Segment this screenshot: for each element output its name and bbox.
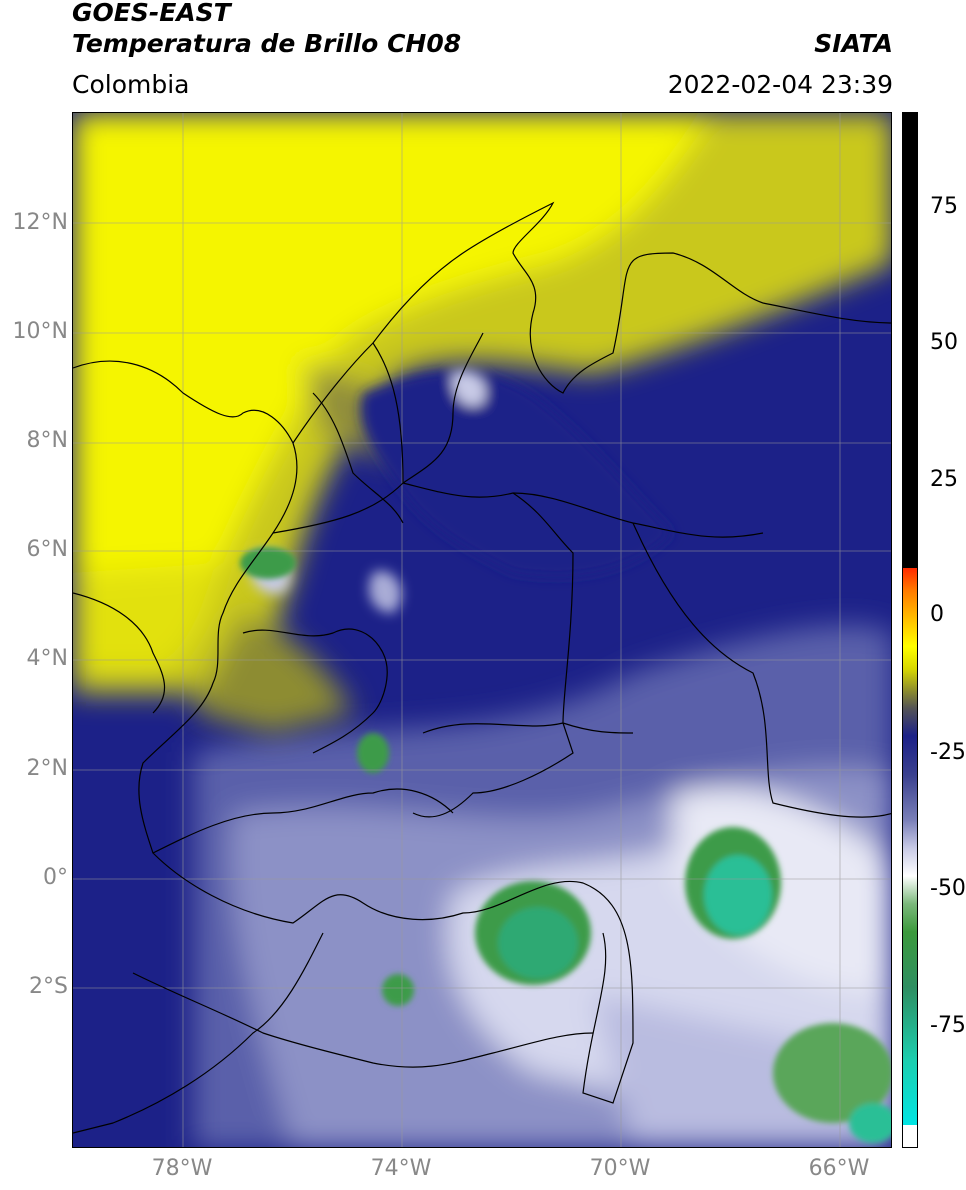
- lat-tick-10n: 10°N: [12, 319, 68, 344]
- title-satellite: GOES-EAST: [72, 0, 231, 27]
- cbar-tick-neg75: -75: [930, 1013, 966, 1038]
- cbar-tick-50: 50: [930, 330, 958, 355]
- graticule: [73, 113, 891, 1147]
- cbar-tick-75: 75: [930, 194, 958, 219]
- lat-tick-12n: 12°N: [12, 210, 68, 235]
- cbar-tick-neg25: -25: [930, 740, 966, 765]
- map-canvas: [73, 113, 891, 1147]
- lat-tick-8n: 8°N: [26, 428, 68, 453]
- cbar-tick-25: 25: [930, 467, 958, 492]
- lat-tick-0: 0°: [43, 865, 68, 890]
- lat-tick-2n: 2°N: [26, 756, 68, 781]
- brightness-temperature-map: [72, 112, 892, 1148]
- lat-tick-2s: 2°S: [29, 974, 68, 999]
- colorbar: [902, 112, 918, 1148]
- region-label: Colombia: [72, 70, 190, 99]
- lat-tick-6n: 6°N: [26, 537, 68, 562]
- title-product: Temperatura de Brillo CH08: [72, 29, 462, 58]
- source-label: SIATA: [814, 29, 893, 58]
- deep-convection-cores: [240, 547, 891, 1143]
- timestamp: 2022-02-04 23:39: [667, 70, 893, 99]
- lat-tick-4n: 4°N: [26, 646, 68, 671]
- lon-tick-66w: 66°W: [808, 1156, 870, 1181]
- borders: [73, 201, 891, 1134]
- lon-tick-70w: 70°W: [589, 1156, 651, 1181]
- lon-tick-78w: 78°W: [151, 1156, 213, 1181]
- cbar-tick-neg50: -50: [930, 876, 966, 901]
- cbar-tick-0: 0: [930, 602, 944, 627]
- lon-tick-74w: 74°W: [370, 1156, 432, 1181]
